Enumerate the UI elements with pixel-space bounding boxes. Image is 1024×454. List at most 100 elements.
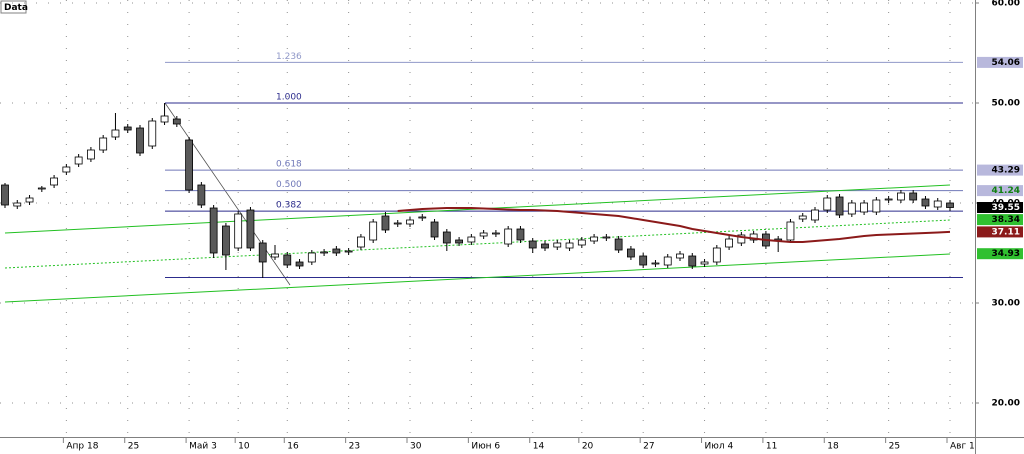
candle-body bbox=[565, 242, 574, 249]
candle-body bbox=[148, 120, 157, 147]
candle-body bbox=[418, 216, 427, 219]
x-tick-label: 16 bbox=[287, 442, 299, 452]
candle-body bbox=[884, 198, 893, 201]
x-tick-label: 14 bbox=[533, 442, 545, 452]
candle-body bbox=[479, 232, 488, 237]
price-tag-label: 54.06 bbox=[992, 58, 1020, 68]
candle-body bbox=[467, 236, 476, 243]
candle-body bbox=[307, 252, 316, 263]
price-tag bbox=[977, 164, 1023, 176]
candle-body bbox=[872, 199, 881, 213]
candle-body bbox=[835, 196, 844, 216]
y-tick-label: 30.00 bbox=[992, 299, 1020, 309]
candle-body bbox=[172, 118, 181, 125]
candle-body bbox=[62, 166, 71, 173]
x-tick-label: 10 bbox=[238, 442, 250, 452]
price-tag-label: 34.93 bbox=[992, 249, 1020, 259]
fib-label: 1.236 bbox=[276, 52, 302, 62]
candle-body bbox=[332, 248, 341, 254]
candle-body bbox=[700, 261, 709, 265]
candle-body bbox=[909, 192, 918, 201]
price-tag-label: 37.11 bbox=[992, 227, 1020, 237]
price-tag-label: 39.55 bbox=[992, 203, 1020, 213]
candle-body bbox=[847, 202, 856, 215]
candle-body bbox=[99, 137, 108, 151]
candle-body bbox=[676, 253, 684, 259]
candle-body bbox=[492, 232, 500, 235]
price-tag bbox=[977, 226, 1023, 238]
candle-body bbox=[357, 236, 365, 248]
y-tick-label: 20.00 bbox=[992, 399, 1020, 409]
candle-body bbox=[541, 243, 549, 249]
candle-body bbox=[528, 240, 537, 249]
price-tag-label: 43.29 bbox=[992, 166, 1020, 176]
candle-body bbox=[74, 156, 83, 165]
candle-body bbox=[933, 200, 942, 208]
candle-body bbox=[590, 236, 598, 242]
x-tick-label: 25 bbox=[128, 442, 139, 452]
x-tick-label: 27 bbox=[643, 442, 654, 452]
candle-body bbox=[627, 248, 635, 258]
candle-body bbox=[663, 256, 672, 266]
x-tick-label: 23 bbox=[349, 442, 360, 452]
x-tick-label: 11 bbox=[766, 442, 777, 452]
candle-body bbox=[271, 253, 279, 258]
x-tick-label: Июл 4 bbox=[705, 442, 734, 452]
candle-body bbox=[786, 221, 795, 241]
candle-body bbox=[295, 261, 304, 267]
candle-body bbox=[344, 250, 353, 253]
price-tag-label: 38.34 bbox=[992, 215, 1020, 225]
candle-body bbox=[577, 239, 586, 246]
candle-body bbox=[393, 222, 402, 225]
price-tag bbox=[977, 56, 1023, 68]
candle-body bbox=[811, 209, 819, 221]
fib-label: 1.000 bbox=[276, 93, 302, 103]
candle-body bbox=[320, 251, 328, 254]
x-tick-label: 25 bbox=[889, 442, 900, 452]
candle-body bbox=[798, 215, 807, 220]
candle-body bbox=[897, 192, 905, 201]
candle-body bbox=[37, 187, 46, 190]
candle-body bbox=[123, 126, 132, 131]
x-tick-label: 18 bbox=[827, 442, 839, 452]
title-box bbox=[0, 0, 27, 14]
price-tag-label: 41.24 bbox=[992, 186, 1020, 196]
x-tick-label: Апр 18 bbox=[66, 442, 98, 452]
price-tag bbox=[977, 214, 1023, 226]
candle-body bbox=[25, 197, 34, 203]
moving-average bbox=[397, 207, 951, 243]
x-tick-label: Авг 1 bbox=[950, 442, 975, 452]
candle-body bbox=[860, 202, 868, 213]
y-tick-label: 60.00 bbox=[992, 0, 1020, 9]
chart-title: Data bbox=[4, 3, 28, 13]
candle-body bbox=[258, 242, 267, 263]
candle-body bbox=[185, 139, 193, 191]
candle-body bbox=[246, 209, 255, 249]
candle-body bbox=[50, 177, 58, 186]
candle-body bbox=[688, 255, 697, 267]
x-tick-label: 30 bbox=[410, 442, 422, 452]
y-tick-label: 50.00 bbox=[992, 99, 1020, 109]
candle-body bbox=[602, 236, 611, 239]
x-tick-label: Июн 6 bbox=[471, 442, 500, 452]
candle-body bbox=[87, 149, 95, 160]
candle-body bbox=[651, 262, 660, 265]
candle-body bbox=[234, 213, 243, 249]
candle-body bbox=[222, 225, 230, 256]
candle-body bbox=[737, 234, 746, 244]
candle-body bbox=[516, 228, 525, 241]
candle-body bbox=[283, 254, 292, 266]
price-tag bbox=[977, 185, 1023, 197]
candle-body bbox=[197, 184, 206, 206]
candle-body bbox=[136, 127, 144, 154]
candle-body bbox=[455, 239, 463, 244]
x-tick-label: Май 3 bbox=[189, 442, 217, 452]
candle-body bbox=[381, 215, 390, 231]
candle-body bbox=[553, 242, 562, 248]
candle-body bbox=[712, 247, 721, 263]
candle-body bbox=[111, 129, 120, 138]
candle-body bbox=[639, 255, 648, 266]
trendline bbox=[4, 253, 951, 303]
